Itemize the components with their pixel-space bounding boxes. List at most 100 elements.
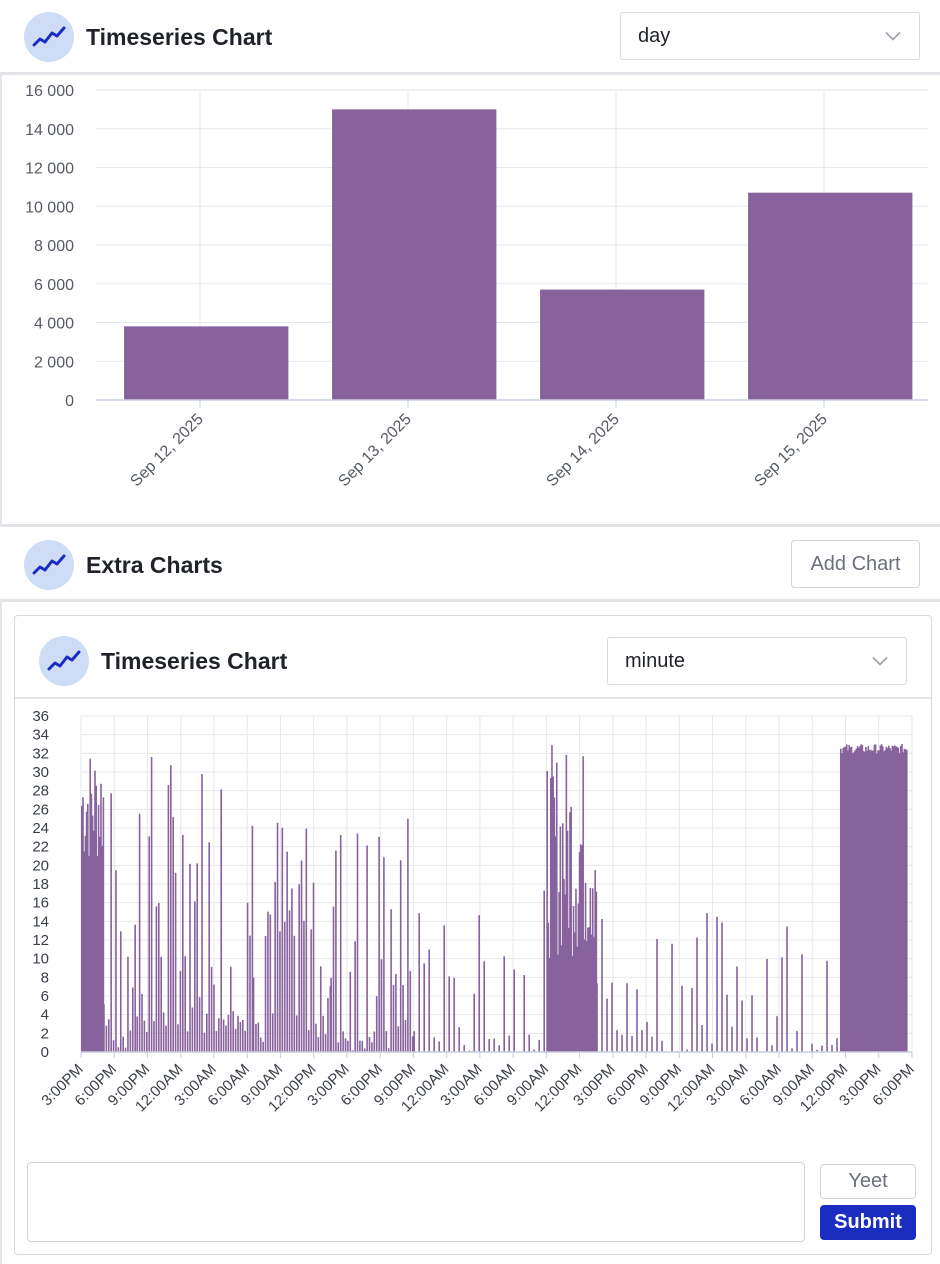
bar: [850, 746, 853, 1052]
bar: [621, 1034, 623, 1052]
bar: [843, 746, 846, 1052]
card-title: Timeseries Chart: [101, 647, 288, 674]
bar: [93, 830, 95, 1052]
bar: [781, 957, 783, 1052]
bar: [578, 852, 581, 1052]
bar: [433, 1037, 435, 1052]
add-chart-button[interactable]: Add Chart: [791, 540, 920, 588]
bar: [395, 974, 397, 1052]
bar: [324, 1034, 327, 1052]
bar: [855, 748, 858, 1052]
y-tick-label: 28: [32, 783, 49, 800]
y-tick-label: 24: [32, 820, 49, 837]
bar: [177, 1024, 179, 1052]
bar: [897, 747, 900, 1052]
bar: [249, 935, 251, 1052]
bar: [584, 882, 587, 1052]
bar: [91, 815, 94, 1052]
bar: [174, 872, 177, 1052]
bar: [100, 783, 102, 1052]
bar: [587, 927, 589, 1052]
bar: [293, 935, 296, 1052]
yeet-button[interactable]: Yeet: [820, 1164, 916, 1199]
frame-border: [0, 600, 2, 1264]
bar: [741, 1000, 743, 1052]
bar: [448, 976, 450, 1052]
top-panel-header: Timeseries Chart: [24, 12, 940, 62]
bar: [310, 929, 312, 1052]
y-tick-label: 0: [41, 1044, 49, 1061]
bar: [576, 946, 578, 1052]
bar: [905, 749, 908, 1052]
bar: [696, 937, 698, 1052]
bar: [234, 1028, 237, 1052]
y-tick-label: 36: [32, 708, 49, 725]
bar: [225, 1025, 227, 1052]
bar: [566, 830, 569, 1052]
submit-button[interactable]: Submit: [820, 1205, 916, 1240]
y-tick-label: 14: [32, 913, 49, 930]
bar: [102, 797, 105, 1052]
bar: [869, 749, 872, 1052]
bar: [246, 902, 249, 1052]
bar: [179, 971, 182, 1052]
bar: [409, 971, 412, 1052]
bar: [103, 1004, 105, 1052]
bar: [81, 805, 83, 1052]
bar: [117, 1047, 120, 1052]
bar: [291, 888, 293, 1052]
bar: [94, 770, 96, 1052]
bar: [554, 836, 557, 1052]
bar: [493, 1038, 495, 1052]
bar: [565, 754, 568, 1052]
bar: [853, 752, 855, 1052]
bar: [867, 745, 870, 1052]
bar: [317, 1037, 320, 1052]
bar: [335, 850, 337, 1052]
bar: [523, 974, 525, 1052]
bar: [458, 1027, 460, 1052]
granularity-select[interactable]: day: [620, 12, 920, 60]
bar: [252, 977, 255, 1052]
bar: [890, 750, 892, 1052]
bar: [85, 811, 88, 1052]
bar: [874, 744, 877, 1052]
bar: [330, 977, 332, 1052]
bar: [305, 828, 308, 1052]
bar: [259, 1037, 262, 1052]
bar: [347, 1040, 349, 1052]
bar: [206, 1013, 208, 1052]
bar: [110, 793, 112, 1052]
bar: [366, 845, 368, 1052]
card-header-divider: [15, 697, 931, 699]
x-tick-label: Sep 12, 2025: [127, 411, 206, 490]
bar: [264, 936, 267, 1052]
bar: [856, 746, 859, 1052]
granularity-value: minute: [625, 649, 686, 672]
bar: [611, 982, 613, 1052]
bar: [127, 956, 129, 1052]
bar: [105, 1025, 108, 1052]
bar: [821, 1045, 823, 1052]
bar: [269, 914, 272, 1052]
bar: [593, 936, 595, 1052]
granularity-select[interactable]: minute: [607, 637, 907, 685]
bar: [97, 804, 100, 1052]
bar: [854, 750, 856, 1052]
bar: [686, 1049, 688, 1052]
bar: [418, 913, 420, 1052]
bar: [651, 1036, 653, 1052]
x-tick-label: Sep 14, 2025: [543, 411, 622, 490]
bar: [356, 833, 359, 1052]
bar: [385, 1031, 388, 1052]
bar: [887, 745, 890, 1052]
bar: [300, 860, 303, 1052]
bar: [303, 920, 305, 1052]
message-input[interactable]: [27, 1162, 805, 1242]
bar: [332, 109, 497, 400]
bar: [222, 1019, 225, 1052]
bar: [844, 746, 847, 1052]
bar: [210, 966, 213, 1052]
bar: [726, 994, 728, 1052]
bar: [390, 909, 392, 1052]
